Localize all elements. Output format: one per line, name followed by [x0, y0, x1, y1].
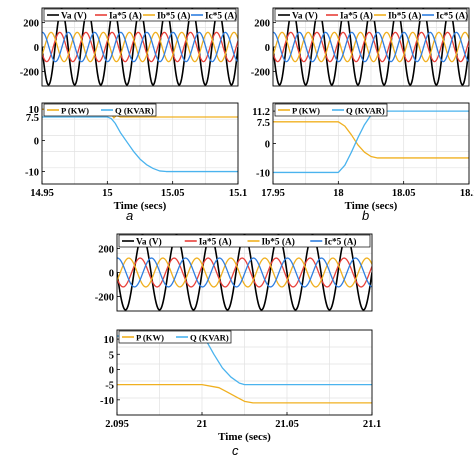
legend-box	[118, 234, 371, 248]
legend-label: P (KW)	[61, 106, 89, 116]
y-tick-label: 10	[29, 105, 40, 116]
series-line-p	[273, 121, 469, 159]
series-line-ia5	[273, 31, 469, 63]
series-line-ib5	[42, 31, 238, 63]
y-tick-label: 200	[23, 19, 39, 30]
legend-box	[274, 103, 388, 117]
y-tick-label: 200	[98, 244, 114, 255]
y-tick-label: -10	[100, 396, 114, 407]
y-tick-label: -200	[251, 67, 270, 78]
legend-label: Q (KVAR)	[190, 333, 229, 343]
x-axis-label: Time (secs)	[218, 431, 271, 443]
series-line-ic5	[42, 31, 238, 63]
axes-frame	[41, 7, 239, 87]
y-tick-label: -200	[20, 67, 39, 78]
legend-label: Ia*5 (A)	[109, 11, 142, 22]
legend-label: Ib*5 (A)	[157, 11, 190, 22]
legend-box	[274, 8, 468, 22]
legend-label: Ib*5 (A)	[388, 11, 421, 22]
y-tick-label: -5	[105, 381, 114, 392]
axes-frame	[116, 329, 373, 416]
legend-label: Ic*5 (A)	[205, 11, 237, 22]
y-tick-label: 0	[109, 365, 114, 376]
chart-b-power: 11.27.5 0 -10 17.95 18 18.05 18.1 Time (secs) P …	[252, 102, 474, 212]
legend-label: Ia*5 (A)	[199, 237, 232, 248]
x-tick-label: 18	[333, 188, 344, 199]
series-line-ia5	[42, 31, 238, 63]
x-tick-label: 15.1	[229, 188, 247, 199]
x-tick-label: 18.05	[392, 188, 416, 199]
y-tick-label: -10	[25, 168, 39, 179]
y-tick-label: 0	[34, 136, 39, 147]
y-tick-label: -200	[95, 293, 114, 304]
series-line-ic5	[273, 31, 469, 63]
chart-c-power: 10 5 0 -5 -10 2.095 21 21.05 21.1 Time (secs) P (K…	[100, 329, 381, 443]
y-tick-label: 0	[265, 140, 270, 151]
series-line-ic5	[117, 257, 372, 288]
legend-label: Q (KVAR)	[115, 106, 154, 116]
y-tick-label: 0	[109, 269, 114, 280]
legend-label: P (KW)	[136, 333, 164, 343]
y-tick-label: 7.5	[257, 118, 270, 129]
y-tick-label: 7.5	[26, 113, 39, 124]
axes-frame	[272, 7, 470, 87]
legend-label: Ia*5 (A)	[340, 11, 373, 22]
x-axis-label: Time (secs)	[345, 200, 398, 212]
legend-box	[43, 103, 157, 117]
legend-label: Ic*5 (A)	[436, 11, 468, 22]
x-tick-label: 2.095	[105, 419, 129, 430]
x-tick-label: 21	[197, 419, 208, 430]
y-tick-label: 11.2	[252, 107, 270, 118]
y-tick-label: 0	[34, 43, 39, 54]
x-tick-label: 21.1	[363, 419, 381, 430]
chart-c-voltage-current: 200 0 -200 Va (V) Ia*5 (A) Ib*5 (A) Ic*5 (A)	[95, 233, 373, 312]
caption-b: b	[362, 208, 370, 223]
y-tick-label: 5	[109, 350, 114, 361]
x-tick-label: 15.05	[161, 188, 185, 199]
caption-a: a	[126, 208, 134, 223]
axes-frame	[272, 102, 470, 185]
y-tick-label: -10	[256, 168, 270, 179]
x-tick-label: 21.05	[275, 419, 299, 430]
y-tick-label: 0	[265, 43, 270, 54]
series-line-p	[117, 383, 372, 404]
caption-c: c	[232, 443, 239, 458]
y-tick-label: 10	[104, 335, 115, 346]
legend-label: Va (V)	[292, 11, 318, 22]
x-tick-label: 17.95	[261, 188, 285, 199]
series-line-q	[42, 116, 238, 173]
legend-box	[43, 8, 237, 22]
chart-a-voltage-current: 200 0 -200 Va (V) Ia*5 (A) Ib*5 (A) Ic*5 (A)	[20, 7, 239, 87]
x-tick-label: 15	[102, 188, 113, 199]
series-line-ia5	[117, 257, 372, 288]
axes-frame	[41, 102, 239, 185]
chart-b-voltage-current: 200 0 -200 Va (V) Ia*5 (A) Ib*5 (A) Ic*5 (A)	[251, 7, 470, 87]
x-axis-label: Time (secs)	[114, 200, 167, 212]
legend-label: Ib*5 (A)	[262, 237, 295, 248]
series-line-ib5	[117, 257, 372, 288]
series-line-ib5	[273, 31, 469, 63]
legend-label: Va (V)	[61, 11, 87, 22]
legend-label: Ic*5 (A)	[324, 237, 356, 248]
legend-box	[118, 330, 232, 344]
x-tick-label: 14.95	[30, 188, 54, 199]
x-tick-label: 18.1	[460, 188, 474, 199]
legend-label: Va (V)	[136, 237, 162, 248]
y-tick-label: 200	[254, 19, 270, 30]
legend-label: Q (KVAR)	[346, 106, 385, 116]
chart-a-power: 107.5 0 -10 14.95 15 15.05 15.1 Time (secs) P (K…	[25, 102, 247, 212]
axes-frame	[116, 233, 373, 312]
legend-label: P (KW)	[292, 106, 320, 116]
